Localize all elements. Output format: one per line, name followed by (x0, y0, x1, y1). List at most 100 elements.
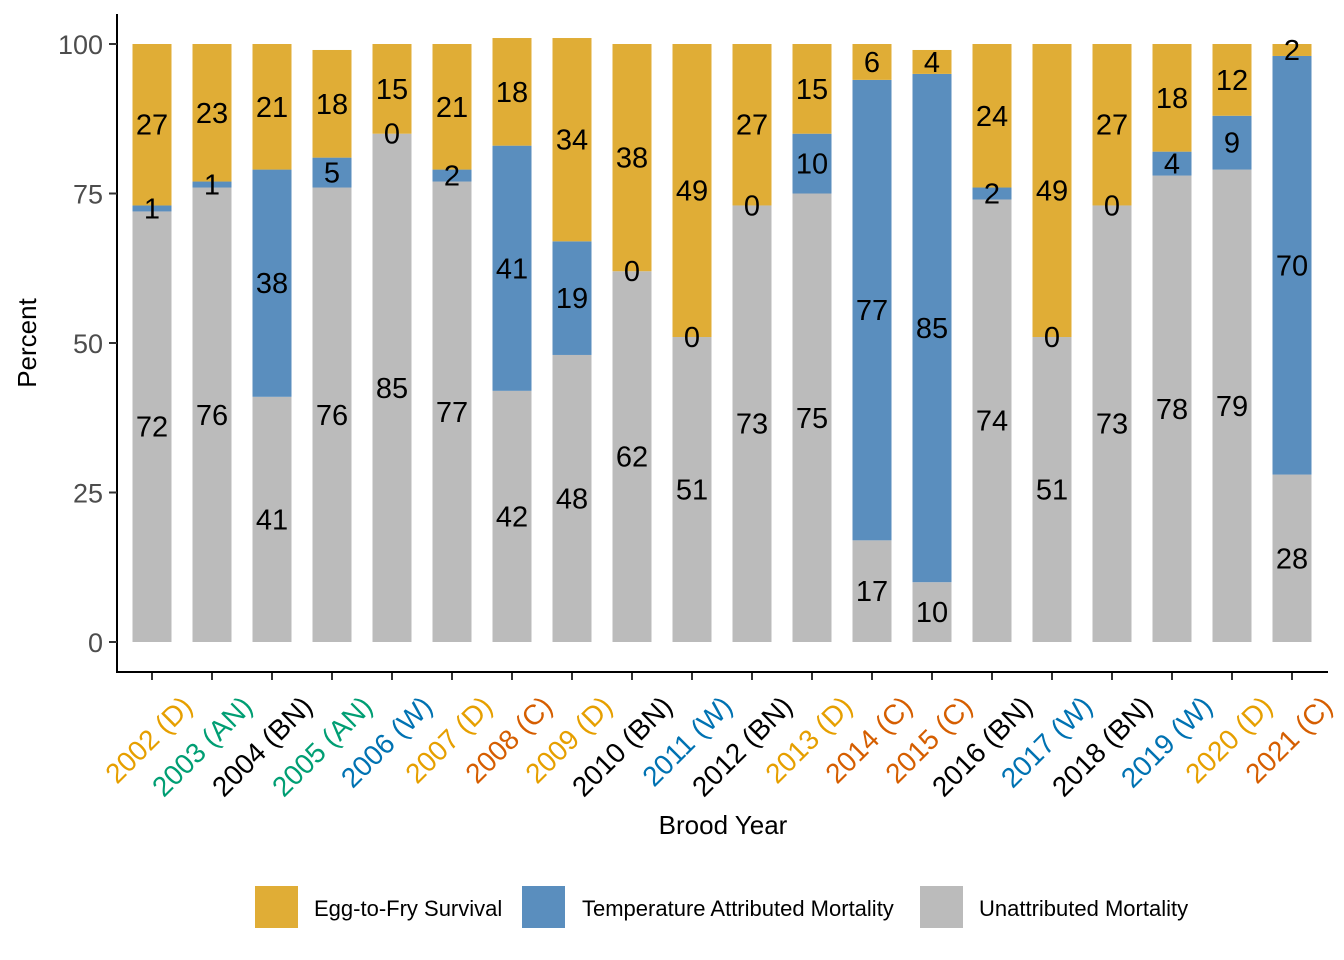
data-label: 12 (1216, 65, 1248, 97)
data-label: 18 (496, 77, 528, 109)
bar-segment (912, 582, 952, 642)
data-label: 79 (1216, 391, 1248, 423)
data-label: 27 (736, 110, 768, 142)
bar-segment (792, 193, 832, 642)
y-axis-title: Percent (12, 297, 42, 387)
data-label: 15 (376, 74, 408, 106)
data-label: 27 (1096, 110, 1128, 142)
bar-segment (492, 145, 532, 391)
data-label: 78 (1156, 394, 1188, 426)
bar-segment (672, 337, 712, 642)
data-label: 38 (616, 143, 648, 175)
data-label: 2 (444, 161, 460, 193)
bar-segment (132, 44, 172, 206)
bar-segment (1152, 151, 1192, 176)
y-tick-label: 25 (73, 479, 103, 509)
data-label: 0 (1104, 190, 1120, 222)
data-label: 4 (924, 47, 940, 79)
bar-segment (1212, 115, 1252, 170)
data-label: 2 (1284, 35, 1300, 67)
data-label: 74 (976, 406, 1008, 438)
bar-segment (192, 181, 232, 188)
bar-segment (312, 187, 352, 642)
y-tick-label: 75 (73, 180, 103, 210)
data-label: 9 (1224, 128, 1240, 160)
bar-segment (372, 133, 412, 642)
data-label: 23 (196, 98, 228, 130)
bar-segment (492, 38, 532, 146)
bar-segment (1032, 337, 1072, 642)
data-label: 0 (744, 190, 760, 222)
data-label: 15 (796, 74, 828, 106)
data-label: 17 (856, 576, 888, 608)
data-label: 85 (376, 373, 408, 405)
bar-segment (792, 44, 832, 134)
bar-segment (1092, 205, 1132, 642)
data-label: 76 (316, 400, 348, 432)
data-label: 21 (436, 92, 468, 124)
data-label: 5 (324, 158, 340, 190)
legend-swatch (255, 886, 298, 928)
bar-segment (1152, 44, 1192, 152)
data-label: 41 (496, 253, 528, 285)
bar-segment (1212, 169, 1252, 642)
data-label: 27 (136, 110, 168, 142)
data-label: 6 (864, 47, 880, 79)
bar-segment (972, 44, 1012, 188)
bar-segment (672, 44, 712, 338)
bars-layer (132, 38, 1312, 643)
data-label: 0 (384, 119, 400, 151)
data-label: 0 (1044, 322, 1060, 354)
data-label: 70 (1276, 250, 1308, 282)
data-label: 28 (1276, 543, 1308, 575)
data-label: 51 (1036, 475, 1068, 507)
legend-label: Temperature Attributed Mortality (582, 896, 894, 921)
bar-segment (852, 79, 892, 541)
bar-segment (1272, 55, 1312, 475)
bar-segment (1032, 44, 1072, 338)
bar-segment (252, 44, 292, 170)
bar-segment (1212, 44, 1252, 116)
data-label: 38 (256, 268, 288, 300)
data-label: 0 (684, 322, 700, 354)
data-label: 18 (1156, 83, 1188, 115)
bar-segment (1272, 44, 1312, 56)
bar-segment (312, 49, 352, 158)
bar-segment (372, 44, 412, 134)
data-label: 62 (616, 442, 648, 474)
legend: Egg-to-Fry Survival Temperature Attribute… (255, 886, 1188, 928)
bar-segment (852, 44, 892, 80)
bar-segment (972, 199, 1012, 643)
data-label: 34 (556, 125, 588, 157)
bar-segment (132, 205, 172, 212)
data-labels-layer: 7212776123413821765188501577221424118481… (136, 35, 1308, 629)
bar-segment (912, 49, 952, 74)
data-label: 10 (916, 597, 948, 629)
data-label: 0 (624, 256, 640, 288)
legend-label: Egg-to-Fry Survival (314, 896, 502, 921)
bar-segment (492, 390, 532, 642)
data-label: 24 (976, 101, 1008, 133)
bar-segment (552, 241, 592, 355)
bar-segment (1152, 175, 1192, 642)
data-label: 1 (144, 193, 160, 225)
data-label: 73 (736, 409, 768, 441)
y-tick-label: 100 (58, 30, 103, 60)
bar-segment (912, 73, 952, 583)
data-label: 77 (856, 295, 888, 327)
legend-label: Unattributed Mortality (979, 896, 1188, 921)
data-label: 1 (204, 170, 220, 202)
data-label: 4 (1164, 149, 1180, 181)
y-tick-label: 50 (73, 329, 103, 359)
data-label: 75 (796, 403, 828, 435)
bar-segment (852, 540, 892, 642)
bar-segment (312, 157, 352, 188)
data-label: 48 (556, 483, 588, 515)
data-label: 49 (1036, 176, 1068, 208)
data-label: 77 (436, 397, 468, 429)
bar-segment (432, 169, 472, 182)
data-label: 21 (256, 92, 288, 124)
legend-swatch (522, 886, 565, 928)
bar-segment (1092, 44, 1132, 206)
data-label: 19 (556, 283, 588, 315)
